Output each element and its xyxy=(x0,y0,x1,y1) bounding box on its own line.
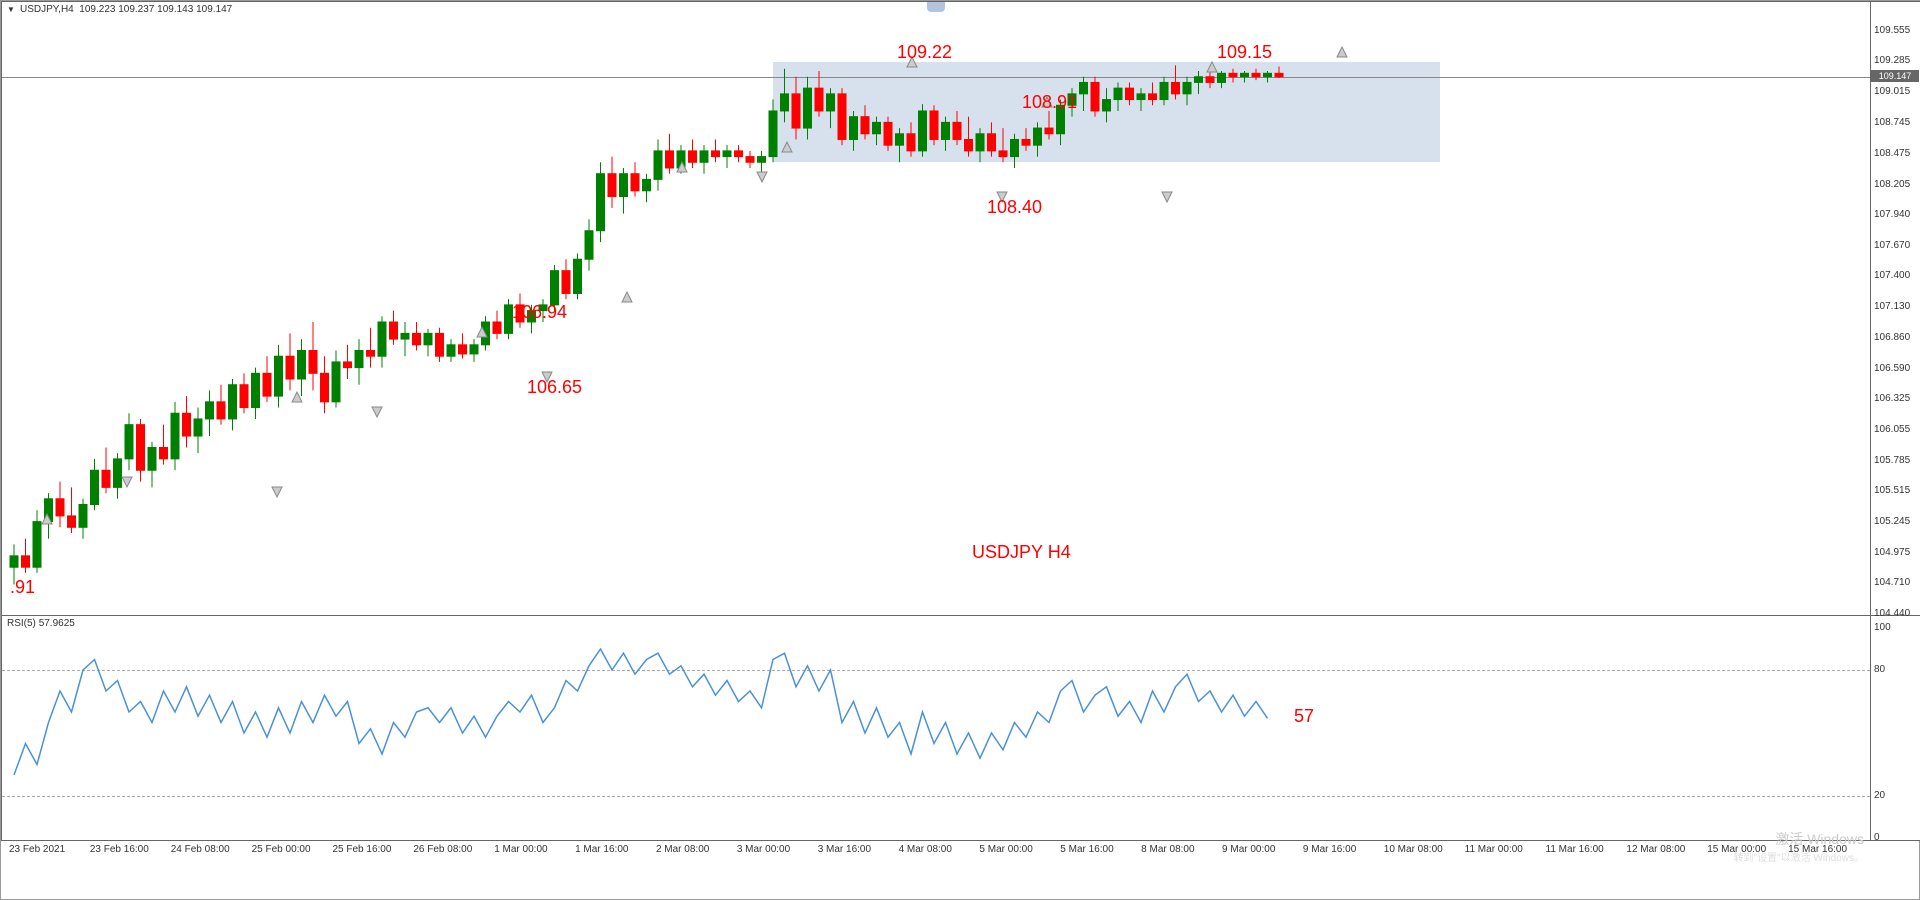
y-tick-label: 104.710 xyxy=(1874,577,1910,588)
time-x-axis: 23 Feb 2021 23 Feb 16:00 24 Feb 08:00 25 Fe… xyxy=(1,841,1871,863)
time-tick-label: 8 Mar 08:00 xyxy=(1141,844,1194,855)
main-candlestick-chart[interactable]: ▼ USDJPY,H4 109.223 109.237 109.143 109.… xyxy=(1,1,1871,616)
price-annotation: .91 xyxy=(10,577,35,598)
y-tick-label: 109.015 xyxy=(1874,86,1910,97)
price-annotation: USDJPY H4 xyxy=(972,542,1071,563)
price-annotation: 108.40 xyxy=(987,197,1042,218)
time-tick-label: 3 Mar 16:00 xyxy=(818,844,871,855)
time-tick-label: 24 Feb 08:00 xyxy=(171,844,230,855)
time-tick-label: 23 Feb 16:00 xyxy=(90,844,149,855)
indicator-y-tick: 20 xyxy=(1874,790,1885,801)
y-tick-label: 107.940 xyxy=(1874,209,1910,220)
y-tick-label: 106.325 xyxy=(1874,393,1910,404)
indicator-svg xyxy=(2,616,1872,841)
time-tick-label: 25 Feb 00:00 xyxy=(252,844,311,855)
y-tick-label: 109.285 xyxy=(1874,55,1910,66)
time-tick-label: 11 Mar 16:00 xyxy=(1546,844,1604,855)
time-tick-label: 10 Mar 08:00 xyxy=(1384,844,1443,855)
y-tick-label: 107.400 xyxy=(1874,270,1910,281)
y-tick-label: 107.670 xyxy=(1874,240,1910,251)
current-price-badge: 109.147 xyxy=(1871,70,1919,82)
y-tick-label: 108.745 xyxy=(1874,117,1910,128)
rsi-indicator-chart[interactable]: RSI(5) 57.9625 57 xyxy=(1,616,1871,841)
time-tick-label: 11 Mar 00:00 xyxy=(1465,844,1523,855)
indicator-y-tick: 80 xyxy=(1874,664,1885,675)
candle-svg xyxy=(2,2,1872,617)
time-tick-label: 12 Mar 08:00 xyxy=(1626,844,1685,855)
price-annotation: 106.94 xyxy=(512,302,567,323)
y-tick-label: 106.055 xyxy=(1874,424,1910,435)
time-tick-label: 5 Mar 00:00 xyxy=(979,844,1032,855)
chart-container: ▼ USDJPY,H4 109.223 109.237 109.143 109.… xyxy=(0,0,1920,900)
time-tick-label: 26 Feb 08:00 xyxy=(413,844,472,855)
price-annotation: 106.65 xyxy=(527,377,582,398)
price-annotation: 108.91 xyxy=(1022,92,1077,113)
rsi-current-value-label: 57 xyxy=(1294,706,1314,727)
y-tick-label: 108.475 xyxy=(1874,148,1910,159)
y-tick-label: 105.785 xyxy=(1874,455,1910,466)
y-tick-label: 106.590 xyxy=(1874,363,1910,374)
indicator-y-tick: 100 xyxy=(1874,622,1891,633)
time-tick-label: 9 Mar 00:00 xyxy=(1222,844,1275,855)
time-tick-label: 1 Mar 16:00 xyxy=(575,844,628,855)
time-tick-label: 25 Feb 16:00 xyxy=(332,844,391,855)
price-annotation: 109.22 xyxy=(897,42,952,63)
time-tick-label: 3 Mar 00:00 xyxy=(737,844,790,855)
price-annotation: 109.15 xyxy=(1217,42,1272,63)
y-tick-label: 109.555 xyxy=(1874,25,1910,36)
time-tick-label: 23 Feb 2021 xyxy=(9,844,65,855)
time-tick-label: 5 Mar 16:00 xyxy=(1060,844,1113,855)
y-tick-label: 106.860 xyxy=(1874,332,1910,343)
time-tick-label: 2 Mar 08:00 xyxy=(656,844,709,855)
time-tick-label: 4 Mar 08:00 xyxy=(899,844,952,855)
windows-watermark-sub: 转到"设置"以激活 Windows。 xyxy=(1734,849,1864,864)
y-tick-label: 108.205 xyxy=(1874,179,1910,190)
y-tick-label: 105.245 xyxy=(1874,516,1910,527)
indicator-y-axis: 100 80 20 0 xyxy=(1871,616,1920,841)
indicator-y-tick: 0 xyxy=(1874,832,1880,843)
y-tick-label: 105.515 xyxy=(1874,485,1910,496)
y-tick-label: 107.130 xyxy=(1874,301,1910,312)
price-y-axis: 109.147 109.555 109.285 109.015 108.745 108.… xyxy=(1871,1,1920,616)
time-tick-label: 1 Mar 00:00 xyxy=(494,844,547,855)
windows-watermark: 激活 Windows xyxy=(1775,829,1864,849)
y-tick-label: 104.975 xyxy=(1874,547,1910,558)
time-tick-label: 9 Mar 16:00 xyxy=(1303,844,1356,855)
